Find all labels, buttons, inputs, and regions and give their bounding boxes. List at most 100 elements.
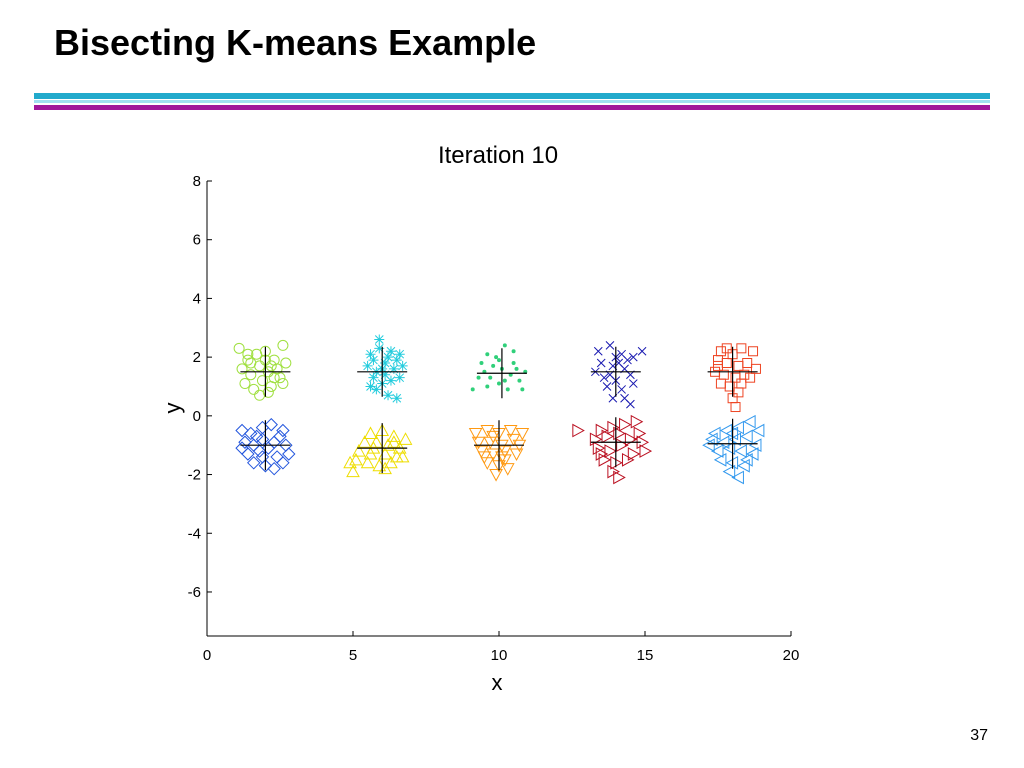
data-point [509,448,524,462]
data-point [385,346,396,357]
data-point [245,369,257,381]
data-point [596,358,606,368]
data-point [242,348,254,360]
data-point [480,457,495,470]
data-point [398,432,413,445]
data-point [477,451,492,464]
data-point [351,444,366,457]
data-point [486,448,501,462]
data-point [273,429,287,444]
x-tick-label: 0 [203,647,211,664]
centroids-layer [240,346,758,474]
data-point [702,438,715,453]
data-point [391,393,402,404]
data-point [599,373,609,383]
data-point [277,339,289,351]
title-rule-middle [34,100,990,103]
data-point [268,372,280,384]
x-axis-label: x [492,670,503,695]
data-point [346,464,360,478]
y-tick-label: 6 [193,232,201,249]
data-point [249,429,264,444]
data-point [715,346,726,357]
data-point [745,372,756,383]
data-point [476,375,481,380]
data-point [748,346,759,357]
data-point [627,447,641,461]
data-point [383,352,394,363]
data-point [483,436,498,450]
data-point [598,453,612,467]
data-point [628,352,638,362]
centroid-marker [590,346,641,397]
data-point [730,402,741,413]
y-axis-label: y [160,403,185,414]
points-layer [233,334,765,485]
cluster-series [591,341,647,409]
data-point [633,426,647,441]
x-tick-label: 10 [491,647,508,664]
cluster-series [343,423,413,478]
data-point [743,414,756,429]
data-point [488,375,493,380]
data-point [468,427,483,441]
data-point [731,470,744,485]
data-point [511,349,516,354]
data-point [380,358,391,368]
data-point [613,470,626,485]
data-point [397,360,408,371]
data-point [491,363,496,368]
data-point [505,387,510,392]
data-point [734,444,747,458]
data-point [267,461,281,476]
data-point [721,343,732,354]
data-point [708,426,721,441]
data-point [748,438,762,453]
data-point [368,355,379,366]
y-tick-label: -6 [188,584,201,601]
data-point [282,447,296,461]
data-point [502,378,507,383]
data-point [517,378,522,383]
data-point [486,430,501,444]
data-point [750,363,761,374]
data-point [520,387,525,392]
centroid-marker [357,346,408,397]
data-point [710,444,724,458]
data-point [592,441,606,455]
y-tick-label: -2 [188,467,201,484]
data-point [383,390,394,401]
data-point [247,456,261,470]
data-point [255,450,270,464]
y-tick-label: -4 [188,525,201,542]
data-point [374,343,385,354]
data-point [613,426,626,441]
data-point [736,378,747,389]
x-tick-label: 15 [637,647,654,664]
data-point [511,361,516,365]
data-point [264,417,278,432]
data-point [343,455,357,469]
cluster-series [572,414,653,485]
cluster-series [235,417,296,476]
data-point [385,375,396,386]
data-point [737,458,750,473]
data-point [248,383,260,395]
data-point [261,441,276,455]
data-point [705,432,718,447]
data-point [715,378,726,389]
data-point [494,355,499,360]
x-tick-label: 5 [349,647,357,664]
data-point [514,366,519,371]
slide-title: Bisecting K-means Example [54,22,537,63]
data-point [471,436,486,450]
page-number: 37 [970,727,988,744]
data-point [470,387,475,392]
data-point [235,423,249,438]
data-point [371,384,382,395]
data-point [239,378,251,390]
data-point [619,417,632,432]
data-point [740,429,753,444]
centroid-marker [357,423,408,474]
data-point [722,464,736,479]
